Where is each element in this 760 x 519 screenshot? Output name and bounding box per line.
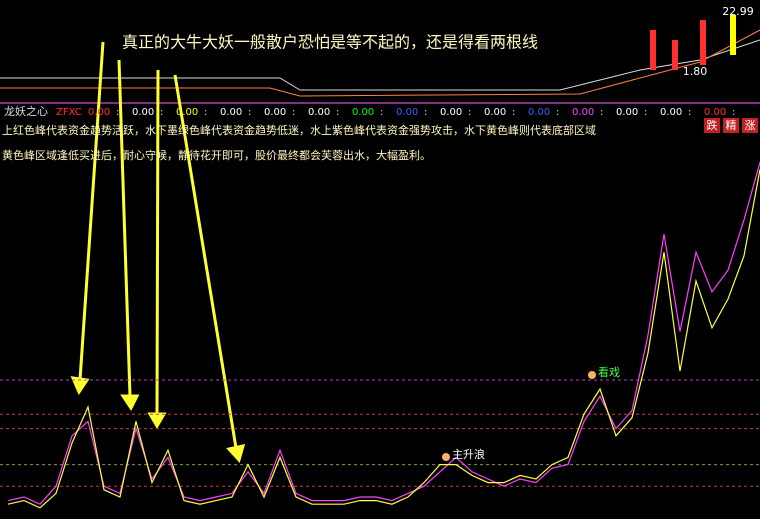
series-line [7, 162, 760, 505]
chart-title: 真正的大牛大妖一般散户恐怕是等不起的，还是得看两根线 [122, 33, 538, 52]
description: 黄色峰区域逢低买进后，耐心守候，静待花开即可，股价最终都会芙蓉出水，大幅盈利。 [2, 148, 431, 162]
description: 上红色峰代表资金趋势活跃，水下墨绿色峰代表资金趋势低迷，水上紫色峰代表资金强势攻… [2, 123, 596, 137]
price-label: 22.99 [722, 5, 754, 18]
price-label: 1.80 [683, 65, 708, 78]
readout: 0.00 [352, 107, 374, 118]
price-bar [650, 30, 656, 70]
readout: 0.00 [704, 107, 726, 118]
annotation: 主升浪 [452, 447, 485, 461]
readout: 0.00 [308, 107, 330, 118]
tag-box [723, 118, 739, 133]
separator: : [424, 107, 427, 118]
readout: 0.00 [396, 107, 418, 118]
annotation: 看戏 [598, 365, 620, 379]
price-label: 跌 [707, 118, 718, 132]
readout: 0.00 [132, 107, 154, 118]
readout: 0.00 [572, 107, 594, 118]
readout: 0.00 [88, 107, 110, 118]
readout: 0.00 [220, 107, 242, 118]
indicator-code: ZFXC [56, 107, 82, 118]
arrows [70, 41, 246, 464]
price-bar [730, 15, 736, 55]
separator: : [468, 107, 471, 118]
separator: : [248, 107, 251, 118]
indicator-name: 龙妖之心 [4, 104, 48, 118]
tag-box [742, 118, 758, 133]
readout: 0.00 [616, 107, 638, 118]
series-line [7, 169, 760, 509]
separator: : [160, 107, 163, 118]
separator: : [688, 107, 691, 118]
separator: : [380, 107, 383, 118]
readout: 0.00 [484, 107, 506, 118]
separator: : [204, 107, 207, 118]
readout: 0.00 [264, 107, 286, 118]
tag-box [704, 118, 720, 133]
price-label: 涨 [745, 119, 756, 132]
readout: 0.00 [176, 107, 198, 118]
separator: : [336, 107, 339, 118]
separator: : [116, 107, 119, 118]
annotation-marker [588, 371, 596, 379]
separator: : [600, 107, 603, 118]
price-bar [700, 20, 706, 65]
readout: 0.00 [660, 107, 682, 118]
readout: 0.00 [528, 107, 550, 118]
separator: : [512, 107, 515, 118]
annotation-marker [442, 453, 450, 461]
separator: : [556, 107, 559, 118]
separator: : [732, 107, 735, 118]
readout: 0.00 [440, 107, 462, 118]
price-bar [672, 40, 678, 70]
price-panel [0, 15, 760, 104]
separator: : [644, 107, 647, 118]
price-line [0, 39, 760, 91]
price-label: 精 [726, 119, 737, 132]
separator: : [292, 107, 295, 118]
